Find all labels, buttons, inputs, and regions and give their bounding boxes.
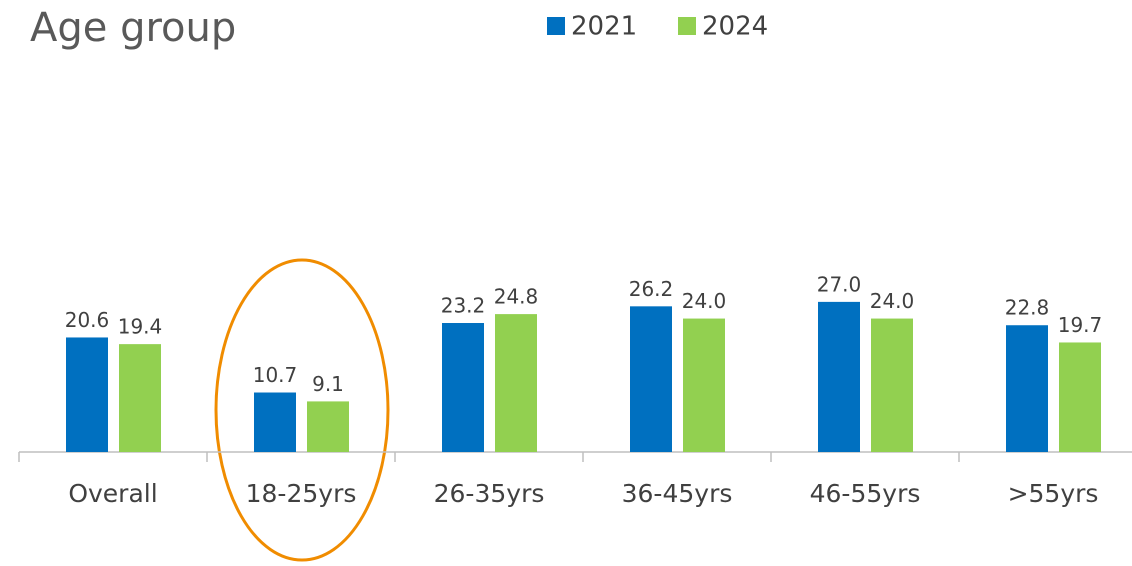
value-label: 22.8: [1005, 296, 1050, 320]
value-label: 19.4: [118, 315, 163, 339]
x-tick-label: 36-45yrs: [622, 479, 733, 508]
value-label: 20.6: [65, 308, 110, 332]
value-label: 10.7: [253, 363, 298, 387]
bar: [442, 323, 484, 452]
bar: [254, 393, 296, 452]
bar: [818, 302, 860, 452]
value-label: 19.7: [1058, 313, 1103, 337]
bar: [307, 401, 349, 452]
x-tick-label: Overall: [68, 479, 157, 508]
bar: [871, 319, 913, 452]
bar: [66, 337, 108, 452]
legend-swatch: [678, 17, 696, 35]
x-tick-label: 46-55yrs: [810, 479, 921, 508]
value-label: 26.2: [629, 277, 674, 301]
legend-swatch: [547, 17, 565, 35]
highlight-ellipse: [216, 260, 388, 560]
legend-label: 2021: [571, 12, 637, 42]
value-label: 27.0: [817, 272, 862, 296]
x-tick-label: >55yrs: [1008, 479, 1099, 508]
bar: [119, 344, 161, 452]
legend-label: 2024: [702, 12, 768, 42]
value-label: 24.0: [682, 289, 727, 313]
x-tick-label: 26-35yrs: [434, 479, 545, 508]
chart: Age group 2021 2024 Overall 20.6 19.4 18-25yr…: [0, 0, 1132, 566]
bar: [683, 319, 725, 452]
value-label: 9.1: [312, 372, 344, 396]
bar: [630, 306, 672, 452]
x-tick-label: 18-25yrs: [246, 479, 357, 508]
bar: [495, 314, 537, 452]
bar: [1059, 342, 1101, 452]
value-label: 24.0: [870, 289, 915, 313]
bar: [1006, 325, 1048, 452]
value-label: 23.2: [441, 294, 486, 318]
value-label: 24.8: [494, 285, 539, 309]
chart-title: Age group: [30, 5, 236, 51]
